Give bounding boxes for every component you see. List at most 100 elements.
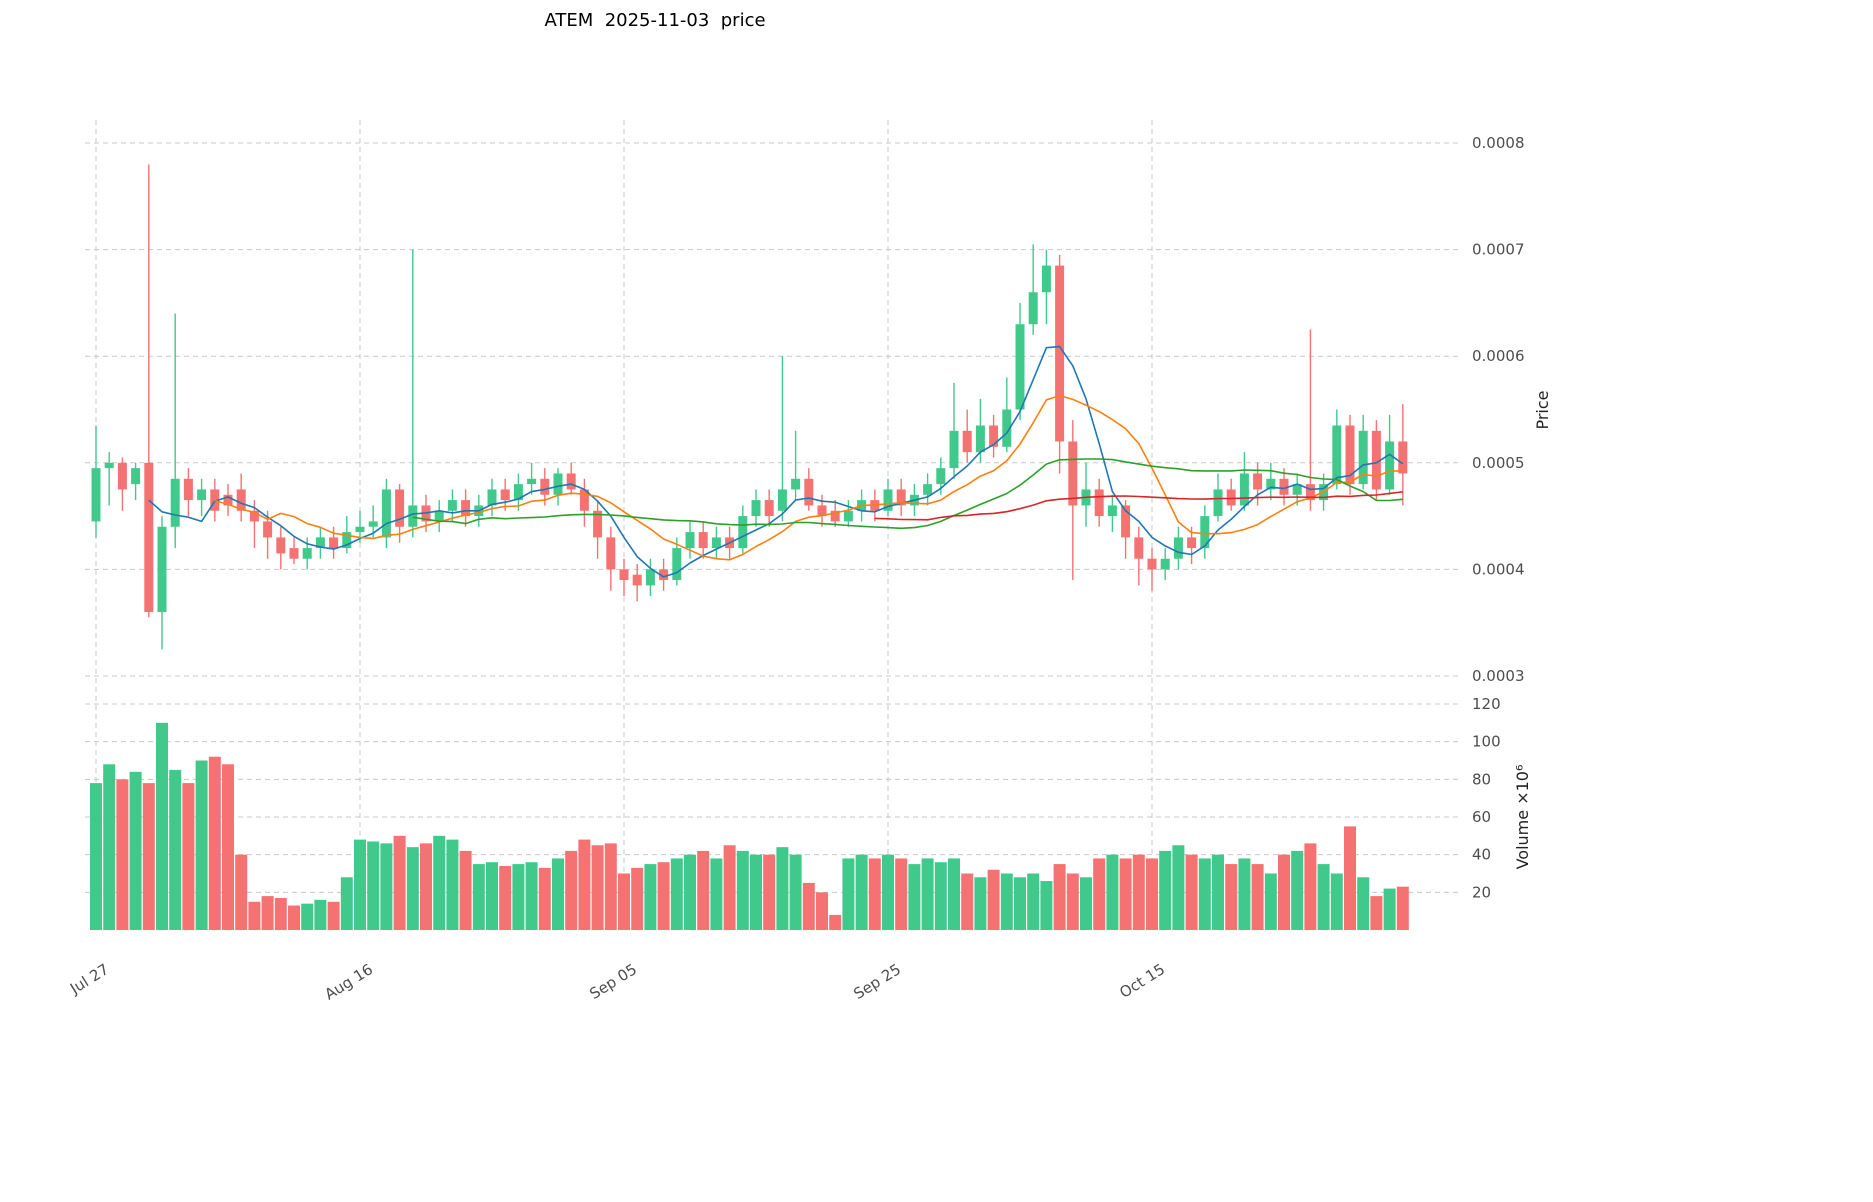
volume-bar-up	[1014, 877, 1026, 930]
volume-bar-up	[1264, 873, 1277, 930]
volume-bar-up	[354, 839, 366, 930]
volume-bar-up	[855, 854, 868, 930]
volume-bar-up	[512, 864, 525, 930]
price-tick-label: 0.0006	[1472, 347, 1525, 365]
candle-body-up	[949, 430, 959, 469]
volume-bar-up	[776, 847, 789, 930]
volume-bar-down	[1146, 858, 1158, 930]
volume-bar-down	[987, 869, 1000, 930]
candle-body-up	[447, 500, 457, 511]
volume-bar-down	[1132, 854, 1145, 930]
candle-body-up	[1015, 324, 1025, 410]
candle-body-up	[91, 468, 101, 522]
volume-bar-up	[644, 864, 657, 930]
candle-body-up	[711, 537, 721, 549]
volume-bar-down	[538, 867, 551, 930]
ma-line-5	[148, 345, 1404, 578]
volume-bar-down	[961, 873, 974, 930]
candle-body-up	[553, 473, 563, 495]
volume-bar-down	[1251, 864, 1264, 930]
volume-tick-label: 80	[1472, 770, 1491, 788]
volume-bar-up	[974, 877, 987, 930]
candle-body-down	[566, 473, 576, 490]
candle-body-up	[104, 462, 114, 469]
volume-bar-down	[657, 862, 670, 930]
volume-bar-down	[816, 892, 828, 930]
volume-bar-up	[1238, 858, 1251, 930]
candle-body-up	[342, 532, 352, 549]
volume-bar-up	[1330, 873, 1343, 930]
candle-body-down	[1398, 441, 1408, 474]
volume-bar-down	[697, 850, 710, 930]
candle-body-down	[1147, 558, 1157, 570]
candle-body-up	[315, 537, 325, 549]
candle-body-down	[540, 478, 550, 495]
volume-bar-up	[406, 847, 419, 930]
candle-body-up	[791, 478, 801, 490]
candle-body-up	[923, 484, 933, 495]
price-tick-label: 0.0003	[1472, 667, 1525, 685]
candle-body-up	[527, 478, 537, 485]
candle-body-up	[1358, 430, 1368, 485]
candle-body-up	[408, 505, 418, 527]
candle-body-up	[1160, 558, 1170, 570]
candle-body-up	[685, 532, 695, 549]
candle-body-down	[461, 500, 471, 517]
candle-body-down	[896, 489, 906, 506]
volume-bar-up	[908, 864, 921, 930]
candle-body-down	[989, 425, 999, 447]
volume-bar-up	[1357, 877, 1370, 930]
candle-body-down	[210, 489, 220, 511]
candle-body-up	[936, 468, 946, 485]
ma-line-60	[874, 491, 1403, 521]
volume-bar-down	[393, 835, 406, 930]
candle-body-up	[1239, 473, 1249, 506]
candle-body-down	[659, 569, 669, 581]
volume-bar-up	[552, 858, 564, 930]
candle-body-down	[289, 548, 299, 559]
candle-body-up	[777, 489, 787, 511]
candle-body-up	[434, 510, 444, 522]
candle-body-down	[1055, 265, 1065, 442]
volume-bar-down	[142, 783, 155, 930]
ma-line-10	[214, 394, 1403, 561]
candle-body-up	[170, 478, 180, 527]
volume-bar-down	[459, 850, 472, 930]
volume-bar-up	[1291, 850, 1304, 930]
volume-bar-up	[1212, 854, 1224, 930]
volume-bar-down	[763, 854, 776, 930]
volume-bar-up	[103, 764, 116, 930]
volume-bar-up	[340, 877, 353, 930]
volume-tick-label: 40	[1472, 846, 1491, 864]
volume-bar-up	[1027, 873, 1040, 930]
volume-bar-up	[1159, 850, 1172, 930]
volume-bar-down	[868, 858, 881, 930]
volume-bar-up	[433, 835, 446, 930]
candle-body-up	[1041, 265, 1051, 293]
candle-body-down	[619, 569, 629, 581]
candle-body-up	[355, 526, 365, 533]
volume-bar-down	[618, 873, 630, 930]
volume-bar-up	[789, 854, 802, 930]
candle-body-down	[1094, 489, 1104, 517]
candle-body-down	[804, 478, 814, 506]
volume-bar-up	[1040, 881, 1053, 930]
candle-body-down	[395, 489, 405, 527]
price-tick-label: 0.0005	[1472, 454, 1525, 472]
candle-body-down	[764, 500, 774, 517]
candle-body-up	[1028, 292, 1038, 325]
volume-bar-down	[604, 843, 617, 930]
volume-bar-down	[1053, 864, 1066, 930]
candle-body-up	[1213, 489, 1223, 517]
volume-bar-down	[274, 897, 287, 930]
volume-bar-up	[670, 858, 683, 930]
volume-bar-up	[736, 850, 749, 930]
volume-bar-down	[420, 843, 432, 930]
volume-bar-down	[1185, 854, 1198, 930]
candle-body-down	[500, 489, 510, 501]
volume-bar-up	[684, 854, 696, 930]
candle-body-up	[302, 548, 312, 559]
candle-body-down	[1121, 505, 1131, 538]
candle-body-up	[672, 548, 682, 581]
